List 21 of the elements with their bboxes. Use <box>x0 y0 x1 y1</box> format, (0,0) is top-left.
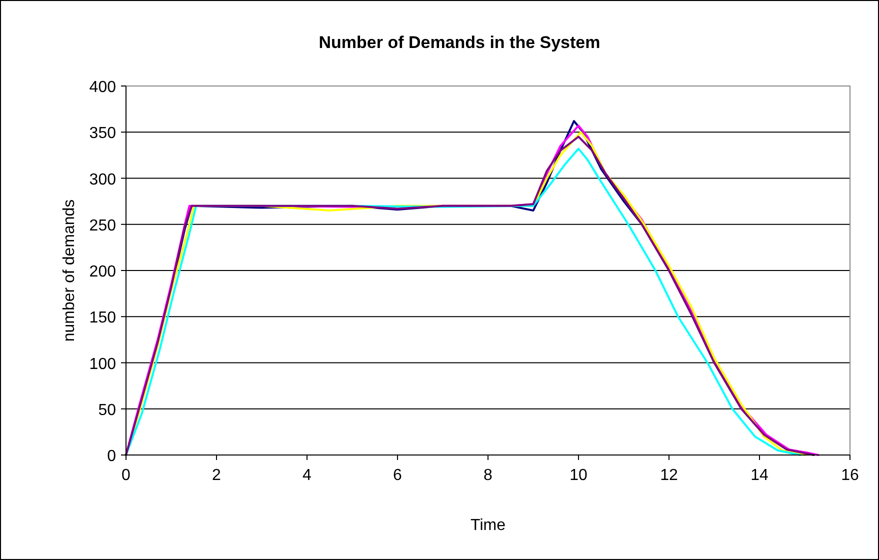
y-tick-label: 300 <box>89 171 116 188</box>
x-tick-label: 12 <box>660 467 678 484</box>
y-axis-title: number of demands <box>61 199 78 342</box>
x-tick-label: 6 <box>393 467 402 484</box>
y-tick-label: 0 <box>107 448 116 465</box>
chart-title: Number of Demands in the System <box>318 33 600 52</box>
y-tick-label: 50 <box>98 402 116 419</box>
x-tick-label: 4 <box>302 467 312 484</box>
x-tick-label: 2 <box>212 467 222 484</box>
y-tick-label: 350 <box>89 125 116 142</box>
x-tick-label: 0 <box>122 467 131 484</box>
y-tick-label: 200 <box>89 264 116 280</box>
x-tick-label: 10 <box>570 467 588 484</box>
x-tick-label: 8 <box>484 467 493 484</box>
y-tick-label: 100 <box>89 356 116 373</box>
y-tick-label: 150 <box>89 310 116 327</box>
y-tick-label: 250 <box>89 217 116 234</box>
x-tick-label: 14 <box>750 467 768 484</box>
y-tick-label: 400 <box>89 79 116 96</box>
x-tick-label: 16 <box>841 467 859 484</box>
x-axis-title: Time <box>470 517 506 534</box>
